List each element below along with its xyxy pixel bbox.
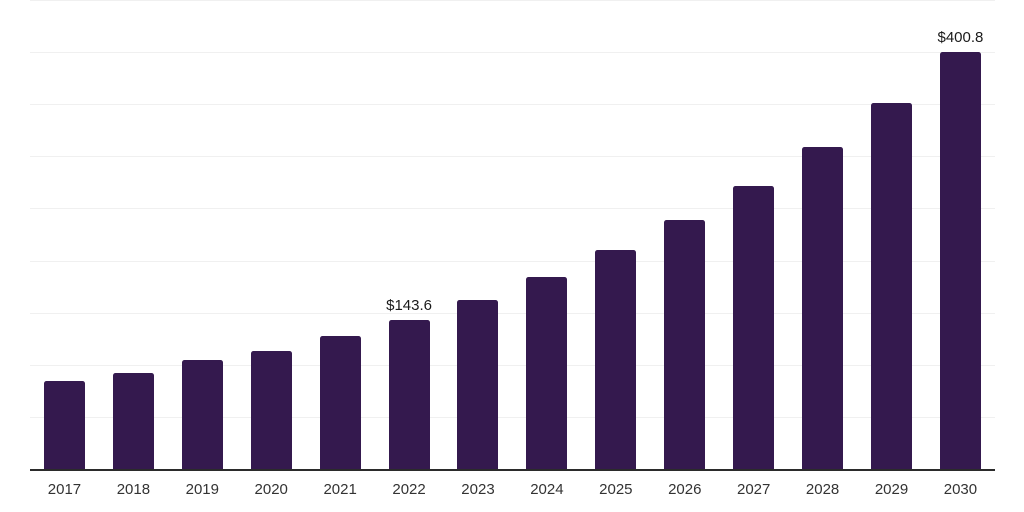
x-tick-label-2030: 2030 <box>943 481 978 498</box>
bar-2018 <box>112 372 154 470</box>
bar-column-2017 <box>30 1 99 470</box>
bar-value-label-2030: $400.8 <box>937 29 984 47</box>
x-tick-label-2027: 2027 <box>736 481 771 498</box>
x-tick-label-2025: 2025 <box>599 481 633 498</box>
bar-column-2022: $143.6 <box>375 1 444 470</box>
bar-2023 <box>457 299 499 470</box>
bar-column-2023 <box>444 1 513 470</box>
gridline-200 <box>30 260 995 262</box>
x-tick-label-2019: 2019 <box>185 481 219 498</box>
bar-column-2019 <box>168 1 237 470</box>
bar-2021 <box>319 335 361 470</box>
x-tick-label-2018: 2018 <box>116 481 151 498</box>
gridline-350 <box>30 104 995 106</box>
bar-2024 <box>526 276 568 470</box>
bar-2025 <box>595 250 637 470</box>
bar-2028 <box>802 146 844 470</box>
bars-row: $143.6 $400.8 <box>30 1 995 470</box>
gridline-450 <box>30 0 995 1</box>
x-axis-tick-labels: 2017 2018 2019 2020 2021 2022 2023 2024 2025 2026… <box>30 481 995 499</box>
gridline-400 <box>30 52 995 54</box>
bar-column-2026 <box>650 1 719 470</box>
gridline-250 <box>30 208 995 210</box>
bar-column-2020 <box>237 1 306 470</box>
x-tick-label-2029: 2029 <box>874 481 909 498</box>
bar-2030 <box>939 52 981 470</box>
bar-2019 <box>181 360 223 470</box>
bar-2022 <box>388 320 430 470</box>
bar-2029 <box>871 102 913 470</box>
x-tick-label-2024: 2024 <box>530 481 564 498</box>
bar-2020 <box>250 350 292 470</box>
bar-2026 <box>664 219 706 470</box>
bar-column-2021 <box>306 1 375 470</box>
bar-column-2024 <box>512 1 581 470</box>
bar-2027 <box>733 185 775 470</box>
x-tick-label-2023: 2023 <box>461 481 495 498</box>
gridline-50 <box>30 416 995 418</box>
bar-column-2025 <box>581 1 650 470</box>
x-tick-label-2017: 2017 <box>47 481 82 498</box>
bar-column-2029 <box>857 1 926 470</box>
gridline-100 <box>30 364 995 366</box>
bar-column-2028 <box>788 1 857 470</box>
bar-column-2030: $400.8 <box>926 1 995 470</box>
x-tick-label-2028: 2028 <box>805 481 840 498</box>
x-tick-label-2021: 2021 <box>323 481 357 498</box>
gridline-300 <box>30 156 995 158</box>
x-tick-label-2026: 2026 <box>668 481 702 498</box>
bar-column-2027 <box>719 1 788 470</box>
bar-column-2018 <box>99 1 168 470</box>
x-tick-label-2020: 2020 <box>254 481 288 498</box>
bar-2017 <box>43 381 85 470</box>
bar-value-label-2022: $143.6 <box>386 297 433 315</box>
x-tick-label-2022: 2022 <box>392 481 426 498</box>
gridline-150 <box>30 312 995 314</box>
x-axis-line <box>30 469 995 471</box>
plot-area: $143.6 $400.8 <box>30 0 995 470</box>
